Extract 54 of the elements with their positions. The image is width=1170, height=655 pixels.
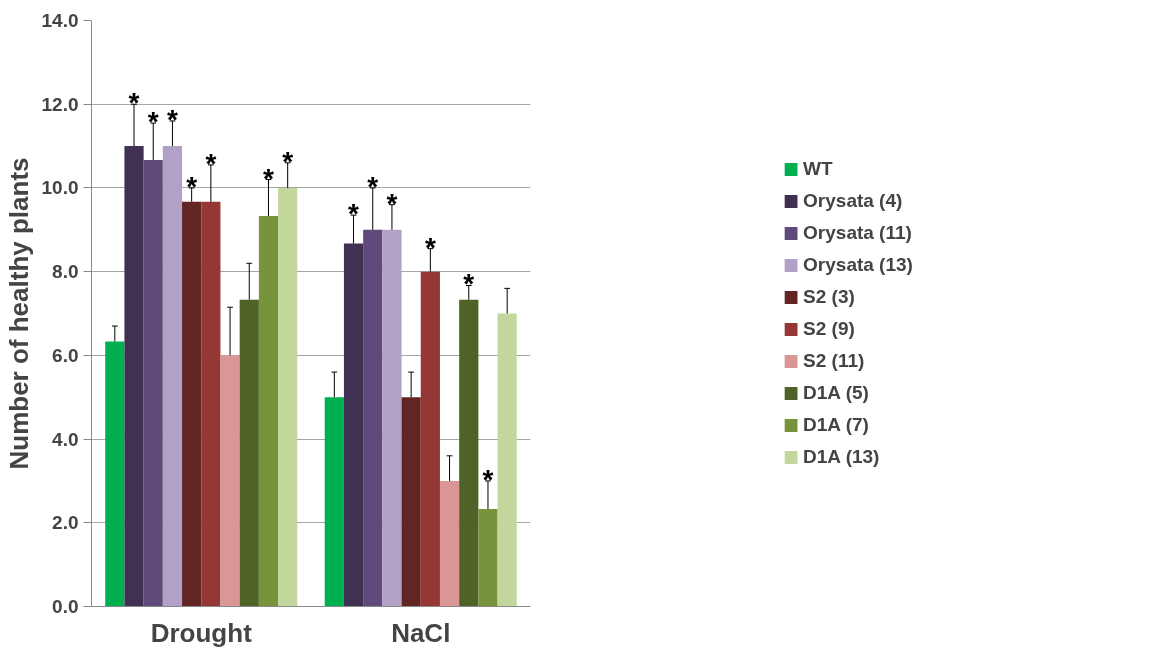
y-tick-label: 14.0	[41, 10, 79, 31]
data-label: *	[482, 463, 494, 495]
bar	[343, 243, 364, 607]
legend-label: S2 (3)	[803, 286, 855, 308]
y-tick-label: 0.0	[52, 596, 79, 617]
bar	[401, 397, 421, 607]
y-tick-label: 6.0	[52, 344, 79, 366]
x-tick-label: NaCl	[391, 617, 451, 648]
data-label: *	[166, 103, 178, 135]
legend-label: D1A (13)	[803, 446, 880, 468]
data-label: *	[147, 106, 159, 138]
bar	[324, 397, 344, 607]
bar	[439, 480, 460, 607]
y-tick-label: 12.0	[41, 93, 79, 115]
bar	[239, 299, 259, 607]
data-label: *	[186, 170, 198, 202]
data-label: *	[205, 147, 217, 179]
data-label: *	[367, 170, 379, 202]
bar	[278, 187, 298, 607]
y-tick-label: 10.0	[41, 177, 79, 199]
bar	[124, 146, 144, 607]
data-label: *	[348, 198, 360, 230]
data-label: *	[282, 145, 294, 177]
legend-label: Orysata (4)	[803, 190, 903, 212]
legend-label: Orysata (13)	[803, 254, 913, 276]
bar	[497, 313, 517, 607]
legend-label: D1A (5)	[803, 382, 869, 404]
bar	[459, 299, 479, 607]
y-axis-title: Number of healthy plants	[3, 157, 34, 470]
bar	[220, 355, 240, 607]
bar	[382, 229, 402, 607]
data-label: *	[463, 268, 475, 300]
x-tick-label: Drought	[150, 617, 253, 648]
y-tick-label: 2.0	[52, 512, 79, 534]
legend-label: D1A (7)	[803, 414, 869, 436]
data-label: *	[128, 87, 140, 119]
legend-label: Orysata (11)	[803, 222, 912, 244]
bar	[182, 201, 202, 607]
data-label: *	[263, 162, 275, 194]
bar	[478, 508, 498, 607]
bar	[162, 146, 183, 607]
bar	[258, 215, 279, 607]
data-label: *	[424, 231, 436, 263]
bar	[363, 229, 383, 607]
data-label: *	[386, 187, 398, 219]
bar	[201, 201, 221, 607]
legend-label: S2 (11)	[803, 350, 865, 372]
y-tick-label: 8.0	[52, 261, 79, 283]
y-tick-label: 4.0	[52, 428, 79, 450]
bar	[420, 271, 440, 607]
legend-label: S2 (9)	[803, 318, 855, 340]
legend-label: WT	[803, 158, 833, 180]
bar	[143, 159, 163, 607]
bar	[105, 341, 125, 607]
